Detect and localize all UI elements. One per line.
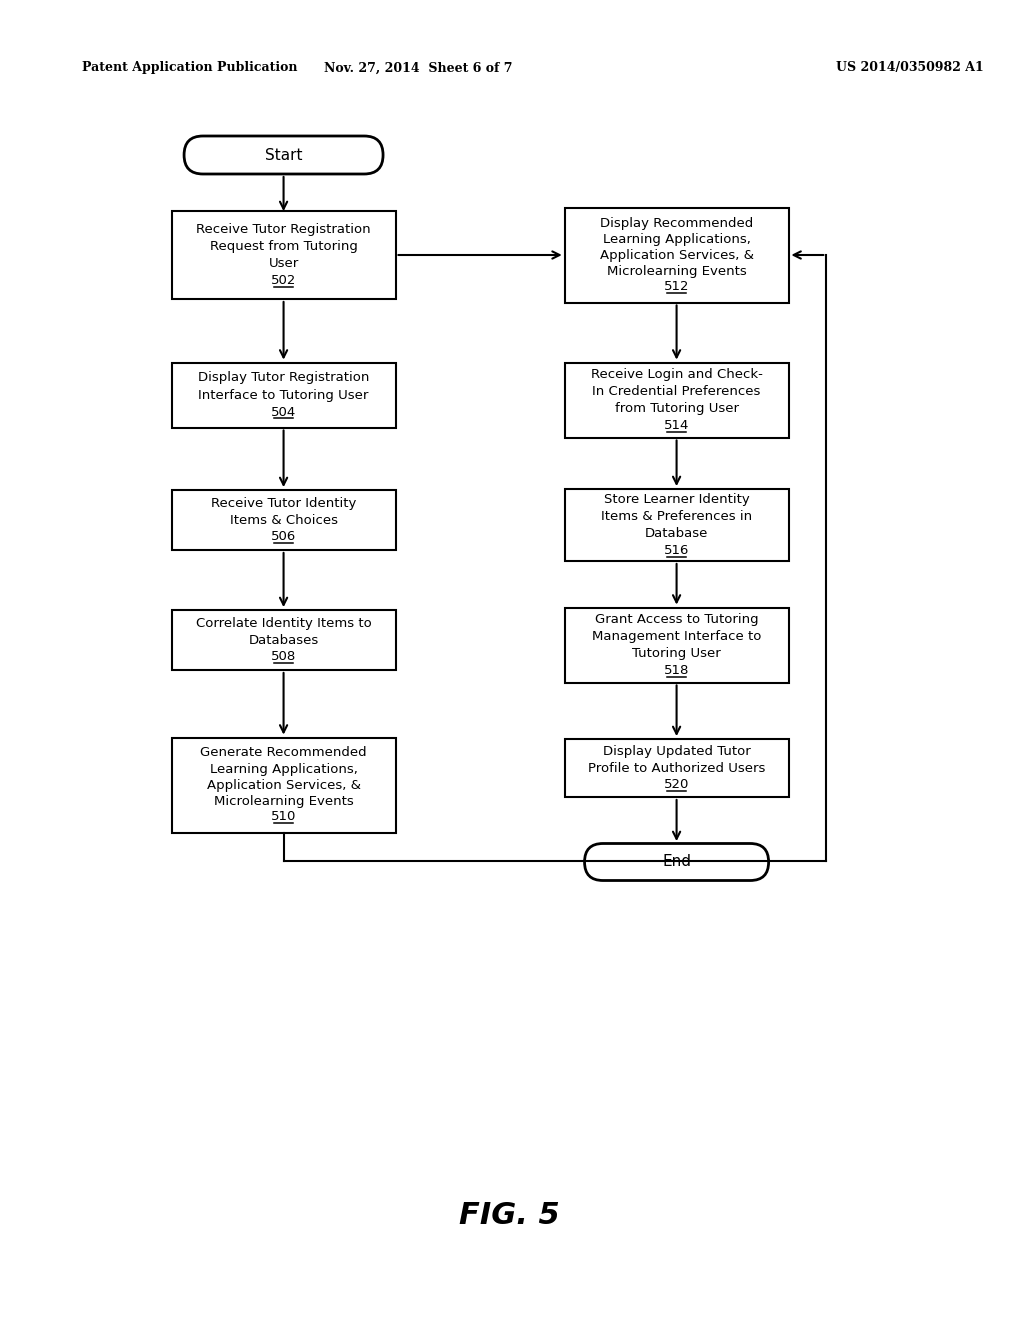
- Text: Receive Tutor Registration: Receive Tutor Registration: [197, 223, 371, 236]
- FancyBboxPatch shape: [564, 207, 788, 302]
- Text: 512: 512: [664, 281, 689, 293]
- Text: 502: 502: [271, 275, 296, 286]
- Text: Start: Start: [265, 148, 302, 162]
- Text: User: User: [268, 257, 299, 271]
- Text: US 2014/0350982 A1: US 2014/0350982 A1: [836, 62, 983, 74]
- Text: 506: 506: [271, 531, 296, 544]
- FancyBboxPatch shape: [172, 610, 395, 671]
- Text: 504: 504: [271, 405, 296, 418]
- Text: FIG. 5: FIG. 5: [459, 1200, 560, 1229]
- Text: 518: 518: [664, 664, 689, 677]
- FancyBboxPatch shape: [564, 607, 788, 682]
- Text: Nov. 27, 2014  Sheet 6 of 7: Nov. 27, 2014 Sheet 6 of 7: [324, 62, 512, 74]
- FancyBboxPatch shape: [585, 843, 769, 880]
- Text: Microlearning Events: Microlearning Events: [606, 264, 746, 277]
- Text: from Tutoring User: from Tutoring User: [614, 403, 738, 414]
- Text: 510: 510: [271, 810, 296, 824]
- Text: Application Services, &: Application Services, &: [600, 248, 754, 261]
- Text: Database: Database: [645, 527, 709, 540]
- Text: Management Interface to: Management Interface to: [592, 630, 761, 643]
- Text: Tutoring User: Tutoring User: [632, 647, 721, 660]
- Text: Display Tutor Registration: Display Tutor Registration: [198, 371, 370, 384]
- FancyBboxPatch shape: [172, 490, 395, 550]
- Text: Display Updated Tutor: Display Updated Tutor: [603, 744, 751, 758]
- Text: Generate Recommended: Generate Recommended: [201, 747, 367, 759]
- Text: Profile to Authorized Users: Profile to Authorized Users: [588, 762, 765, 775]
- Text: 516: 516: [664, 544, 689, 557]
- Text: Correlate Identity Items to: Correlate Identity Items to: [196, 616, 372, 630]
- Text: Receive Login and Check-: Receive Login and Check-: [591, 368, 763, 381]
- FancyBboxPatch shape: [184, 136, 383, 174]
- Text: Items & Preferences in: Items & Preferences in: [601, 510, 753, 523]
- Text: Request from Tutoring: Request from Tutoring: [210, 240, 357, 253]
- FancyBboxPatch shape: [564, 363, 788, 437]
- FancyBboxPatch shape: [564, 739, 788, 797]
- Text: Display Recommended: Display Recommended: [600, 216, 754, 230]
- Text: Learning Applications,: Learning Applications,: [603, 232, 751, 246]
- Text: Learning Applications,: Learning Applications,: [210, 763, 357, 776]
- Text: Items & Choices: Items & Choices: [229, 513, 338, 527]
- Text: End: End: [663, 854, 691, 870]
- Text: Application Services, &: Application Services, &: [207, 779, 360, 792]
- Text: Microlearning Events: Microlearning Events: [214, 795, 353, 808]
- Text: 514: 514: [664, 418, 689, 432]
- FancyBboxPatch shape: [172, 211, 395, 300]
- Text: Patent Application Publication: Patent Application Publication: [82, 62, 297, 74]
- FancyBboxPatch shape: [564, 488, 788, 561]
- Text: Receive Tutor Identity: Receive Tutor Identity: [211, 496, 356, 510]
- Text: 508: 508: [271, 651, 296, 664]
- Text: In Credential Preferences: In Credential Preferences: [593, 385, 761, 399]
- Text: Interface to Tutoring User: Interface to Tutoring User: [199, 388, 369, 401]
- FancyBboxPatch shape: [172, 738, 395, 833]
- FancyBboxPatch shape: [172, 363, 395, 428]
- Text: Grant Access to Tutoring: Grant Access to Tutoring: [595, 612, 759, 626]
- Text: 520: 520: [664, 779, 689, 792]
- Text: Databases: Databases: [249, 634, 318, 647]
- Text: Store Learner Identity: Store Learner Identity: [604, 492, 750, 506]
